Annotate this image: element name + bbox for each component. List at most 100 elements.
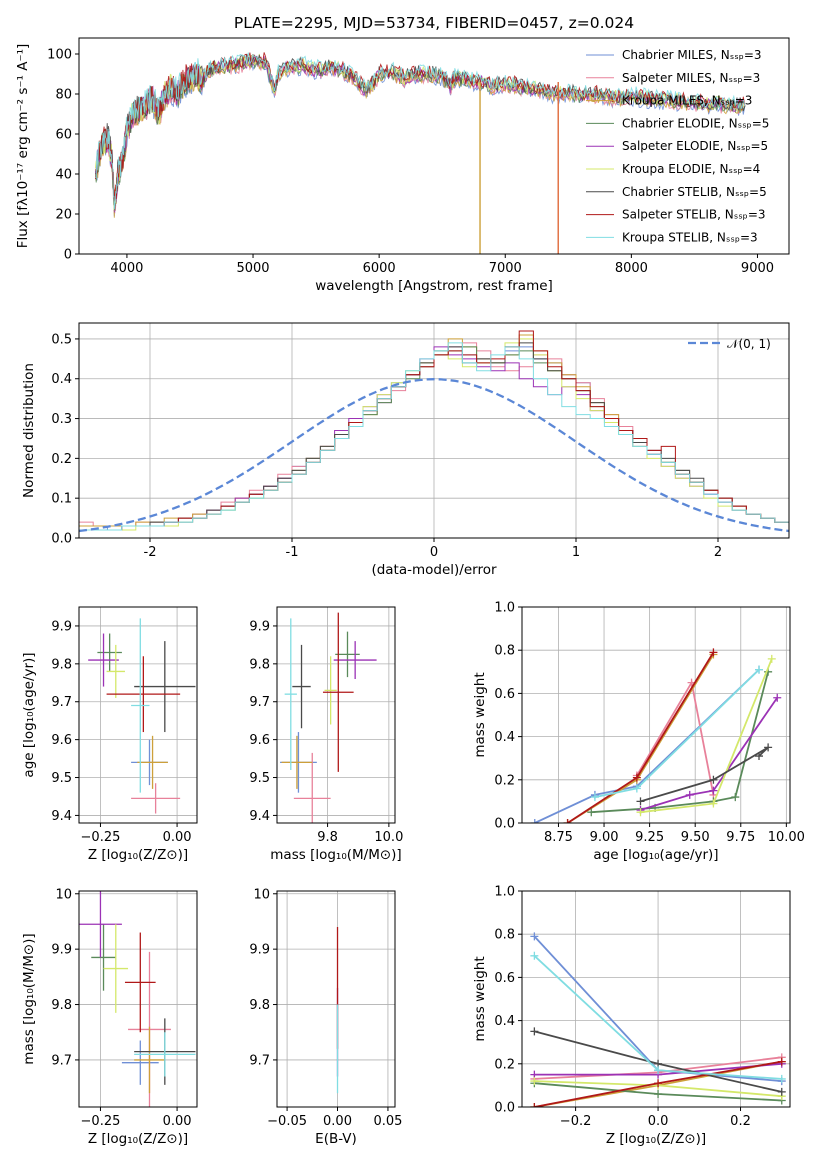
x-tick-label: 10.00 [768, 830, 805, 845]
x-tick-label: 9.75 [726, 830, 755, 845]
axes-frame [276, 606, 396, 824]
panel-weight-vs-age: 8.75 9.00 9.25 9.50 9.75 10.00 0.0 0.2 0.4 0.6 0.8… [472, 601, 805, 864]
y-tick-label: 40 [55, 168, 72, 183]
weight-marker [709, 799, 718, 808]
axes-frame [78, 37, 790, 255]
y-tick-label: 9.8 [51, 657, 72, 672]
y-tick-label: 9.9 [249, 943, 270, 958]
x-tick-label: −0.25 [81, 1114, 121, 1129]
legend-label: Chabrier MILES, Nₛₛₚ=3 [622, 48, 762, 62]
y-tick-label: 0.1 [51, 492, 72, 507]
x-tick-label: 9.8 [317, 830, 338, 845]
plot-area [530, 932, 786, 1107]
weight-marker [654, 1090, 663, 1099]
legend-label: Salpeter STELIB, Nₛₛₚ=3 [622, 208, 766, 222]
y-axis-label: mass weight [472, 956, 488, 1041]
y-tick-label: 9.6 [249, 733, 270, 748]
y-tick-label: 9.9 [51, 943, 72, 958]
plot-area [280, 612, 377, 823]
y-tick-label: 10 [55, 887, 72, 902]
plot-area [530, 648, 782, 823]
legend-label: Chabrier ELODIE, Nₛₛₚ=5 [622, 116, 769, 130]
x-tick-label: −0.25 [81, 830, 121, 845]
histogram-series [79, 330, 789, 538]
y-tick-label: 0.3 [51, 412, 72, 427]
weight-marker [587, 808, 596, 817]
y-tick-label: 9.6 [51, 733, 72, 748]
y-axis-label: Flux [fλ10⁻¹⁷ erg cm⁻² s⁻¹ A⁻¹] [15, 44, 31, 249]
x-tick-label: 0.00 [163, 1114, 192, 1129]
weight-marker [636, 808, 645, 817]
axes-frame [521, 606, 791, 824]
x-axis-label: age [log₁₀(age/yr)] [593, 847, 718, 863]
legend-label: Salpeter MILES, Nₛₛₚ=3 [622, 71, 760, 85]
x-tick-label: 9.50 [681, 830, 710, 845]
weight-marker [685, 790, 694, 799]
x-tick-label: 7000 [489, 261, 522, 276]
legend-label: Kroupa ELODIE, Nₛₛₚ=4 [622, 162, 760, 176]
weight-marker [709, 786, 718, 795]
y-tick-label: 20 [55, 208, 72, 223]
weight-marker [709, 775, 718, 784]
weight-marker [530, 1103, 539, 1107]
x-tick-label: -1 [286, 545, 299, 560]
panel-age-vs-mass: 9.8 10.0 9.4 9.5 9.6 9.7 9.8 9.9 mass [log₁₀(M/M… [249, 606, 403, 863]
x-tick-label: 6000 [363, 261, 396, 276]
weight-marker [530, 1027, 539, 1036]
y-tick-label: 0.4 [494, 730, 515, 745]
axes-frame [276, 890, 396, 1108]
x-tick-label: 9.25 [635, 830, 664, 845]
weight-marker [767, 654, 776, 663]
y-tick-label: 0.6 [494, 971, 515, 986]
x-tick-label: 0.00 [323, 1114, 352, 1129]
weight-marker [731, 793, 740, 802]
x-axis-label: wavelength [Angstrom, rest frame] [315, 278, 553, 294]
y-tick-label: 9.7 [249, 695, 270, 710]
y-tick-label: 0.8 [494, 644, 515, 659]
y-tick-label: 0.0 [494, 1101, 515, 1116]
plot-area [79, 891, 196, 1107]
weight-marker [777, 1074, 786, 1083]
y-tick-label: 0.0 [494, 817, 515, 832]
x-tick-label: 8.75 [544, 830, 573, 845]
x-tick-label: 0.00 [163, 830, 192, 845]
y-tick-label: 0.6 [494, 687, 515, 702]
weight-marker [530, 932, 539, 941]
x-tick-label: 1 [572, 545, 580, 560]
x-tick-label: 0.05 [373, 1114, 402, 1129]
weight-marker [654, 1066, 663, 1075]
weight-marker [636, 797, 645, 806]
legend-label: Kroupa STELIB, Nₛₛₚ=3 [622, 230, 758, 244]
weight-marker [530, 1077, 539, 1086]
x-axis-label: (data-model)/error [371, 562, 497, 578]
y-tick-label: 0.5 [51, 332, 72, 347]
y-tick-label: 9.9 [51, 619, 72, 634]
x-tick-label: −0.2 [560, 1114, 592, 1129]
weight-line [594, 668, 760, 798]
weight-marker [563, 819, 572, 823]
weight-marker [530, 819, 539, 823]
weight-line [640, 697, 778, 811]
axes-frame [78, 606, 198, 824]
plot-area [79, 330, 789, 538]
y-axis-label: age [log₁₀(age/yr)] [21, 652, 37, 777]
y-tick-label: 0.0 [51, 532, 72, 547]
y-tick-label: 9.8 [249, 998, 270, 1013]
x-tick-label: 0.0 [648, 1114, 669, 1129]
y-tick-label: 9.7 [51, 695, 72, 710]
histogram-series [79, 342, 789, 538]
y-tick-label: 1.0 [494, 885, 515, 900]
axes-frame [78, 890, 198, 1108]
weight-marker [777, 1087, 786, 1096]
x-tick-label: 0 [430, 545, 438, 560]
y-tick-label: 0.4 [494, 1014, 515, 1029]
y-axis-label: Normed distribution [21, 363, 37, 498]
weight-marker [654, 1079, 663, 1088]
normal-curve [79, 378, 789, 533]
panel-mass-vs-EBV: −0.05 0.00 0.05 9.7 9.8 9.9 10 E(B-V) [249, 887, 402, 1147]
weight-marker [755, 665, 764, 674]
y-tick-label: 0.4 [51, 372, 72, 387]
y-tick-label: 9.7 [249, 1053, 270, 1068]
x-tick-label: 0.2 [730, 1114, 751, 1129]
